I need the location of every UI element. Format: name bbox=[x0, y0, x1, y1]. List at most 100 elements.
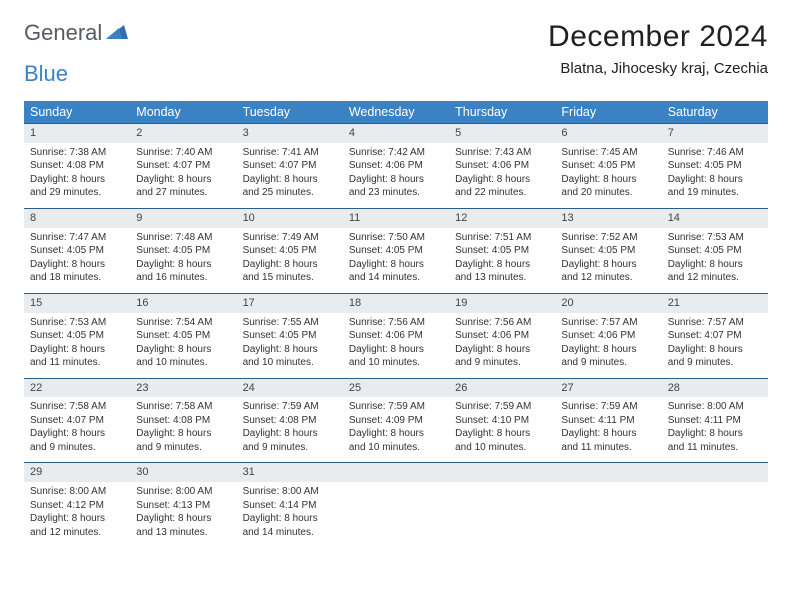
day-number bbox=[343, 462, 449, 482]
calendar-day-cell: 2Sunrise: 7:40 AMSunset: 4:07 PMDaylight… bbox=[130, 123, 236, 208]
sunrise-line: Sunrise: 7:52 AM bbox=[561, 231, 655, 245]
daylight-line: Daylight: 8 hours and 14 minutes. bbox=[243, 512, 337, 539]
daylight-line: Daylight: 8 hours and 12 minutes. bbox=[668, 258, 762, 285]
calendar-day-cell: 3 Sunrise: 7:41 AMSunset: 4:07 PMDaylight… bbox=[237, 123, 343, 208]
sunrise-line: Sunrise: 7:38 AM bbox=[30, 146, 124, 160]
sunrise-line: Sunrise: 8:00 AM bbox=[243, 485, 337, 499]
day-body: Sunrise: 7:57 AMSunset: 4:06 PMDaylight:… bbox=[555, 313, 661, 378]
day-number: 31 bbox=[237, 462, 343, 482]
weekday-header: Tuesday bbox=[237, 101, 343, 123]
sunset-line: Sunset: 4:11 PM bbox=[561, 414, 655, 428]
daylight-line: Daylight: 8 hours and 20 minutes. bbox=[561, 173, 655, 200]
calendar-day-cell: 30 Sunrise: 8:00 AMSunset: 4:13 PMDayligh… bbox=[130, 462, 236, 547]
daylight-line: Daylight: 8 hours and 9 minutes. bbox=[136, 427, 230, 454]
day-body: Sunrise: 7:56 AMSunset: 4:06 PMDaylight:… bbox=[449, 313, 555, 378]
sunset-line: Sunset: 4:05 PM bbox=[349, 244, 443, 258]
day-number: 5 bbox=[449, 123, 555, 143]
sunset-line: Sunset: 4:12 PM bbox=[30, 499, 124, 513]
day-body bbox=[555, 482, 661, 493]
sunrise-line: Sunrise: 7:59 AM bbox=[243, 400, 337, 414]
day-number: 7 bbox=[662, 123, 768, 143]
sunrise-line: Sunrise: 7:47 AM bbox=[30, 231, 124, 245]
sunset-line: Sunset: 4:05 PM bbox=[30, 244, 124, 258]
day-number: 11 bbox=[343, 208, 449, 228]
daylight-line: Daylight: 8 hours and 25 minutes. bbox=[243, 173, 337, 200]
day-body: Sunrise: 7:47 AMSunset: 4:05 PMDaylight:… bbox=[24, 228, 130, 293]
day-number: 8 bbox=[24, 208, 130, 228]
calendar-day-cell bbox=[449, 462, 555, 547]
sunrise-line: Sunrise: 7:50 AM bbox=[349, 231, 443, 245]
day-body: Sunrise: 7:59 AMSunset: 4:09 PMDaylight:… bbox=[343, 397, 449, 462]
day-body: Sunrise: 7:40 AMSunset: 4:07 PMDaylight:… bbox=[130, 143, 236, 208]
sunset-line: Sunset: 4:06 PM bbox=[455, 329, 549, 343]
sunset-line: Sunset: 4:05 PM bbox=[668, 159, 762, 173]
day-number bbox=[449, 462, 555, 482]
brand-logo: General bbox=[24, 20, 128, 46]
sunset-line: Sunset: 4:05 PM bbox=[561, 159, 655, 173]
calendar-day-cell: 11Sunrise: 7:50 AMSunset: 4:05 PMDayligh… bbox=[343, 208, 449, 293]
daylight-line: Daylight: 8 hours and 13 minutes. bbox=[136, 512, 230, 539]
calendar-day-cell: 16Sunrise: 7:54 AMSunset: 4:05 PMDayligh… bbox=[130, 293, 236, 378]
sunset-line: Sunset: 4:08 PM bbox=[30, 159, 124, 173]
sunset-line: Sunset: 4:05 PM bbox=[136, 329, 230, 343]
daylight-line: Daylight: 8 hours and 9 minutes. bbox=[30, 427, 124, 454]
sunset-line: Sunset: 4:06 PM bbox=[349, 159, 443, 173]
sunset-line: Sunset: 4:06 PM bbox=[455, 159, 549, 173]
calendar-day-cell: 5Sunrise: 7:43 AMSunset: 4:06 PMDaylight… bbox=[449, 123, 555, 208]
sunset-line: Sunset: 4:13 PM bbox=[136, 499, 230, 513]
daylight-line: Daylight: 8 hours and 13 minutes. bbox=[455, 258, 549, 285]
sunrise-line: Sunrise: 7:55 AM bbox=[243, 316, 337, 330]
title-block: December 2024 Blatna, Jihocesky kraj, Cz… bbox=[548, 20, 768, 77]
daylight-line: Daylight: 8 hours and 10 minutes. bbox=[455, 427, 549, 454]
calendar-day-cell bbox=[555, 462, 661, 547]
sunrise-line: Sunrise: 7:59 AM bbox=[455, 400, 549, 414]
sunset-line: Sunset: 4:05 PM bbox=[243, 244, 337, 258]
day-number bbox=[555, 462, 661, 482]
sunrise-line: Sunrise: 7:56 AM bbox=[349, 316, 443, 330]
sunset-line: Sunset: 4:09 PM bbox=[349, 414, 443, 428]
calendar-day-cell: 12Sunrise: 7:51 AMSunset: 4:05 PMDayligh… bbox=[449, 208, 555, 293]
daylight-line: Daylight: 8 hours and 10 minutes. bbox=[349, 427, 443, 454]
sunrise-line: Sunrise: 7:53 AM bbox=[668, 231, 762, 245]
day-body: Sunrise: 7:57 AMSunset: 4:07 PMDaylight:… bbox=[662, 313, 768, 378]
day-number: 12 bbox=[449, 208, 555, 228]
day-body: Sunrise: 7:46 AMSunset: 4:05 PMDaylight:… bbox=[662, 143, 768, 208]
day-number: 26 bbox=[449, 378, 555, 398]
day-number: 22 bbox=[24, 378, 130, 398]
day-number: 3 bbox=[237, 123, 343, 143]
calendar-day-cell: 21Sunrise: 7:57 AMSunset: 4:07 PMDayligh… bbox=[662, 293, 768, 378]
sunrise-line: Sunrise: 7:56 AM bbox=[455, 316, 549, 330]
sunrise-line: Sunrise: 8:00 AM bbox=[136, 485, 230, 499]
calendar-day-cell: 26Sunrise: 7:59 AMSunset: 4:10 PMDayligh… bbox=[449, 378, 555, 463]
daylight-line: Daylight: 8 hours and 29 minutes. bbox=[30, 173, 124, 200]
calendar-day-cell: 23Sunrise: 7:58 AMSunset: 4:08 PMDayligh… bbox=[130, 378, 236, 463]
sunset-line: Sunset: 4:08 PM bbox=[243, 414, 337, 428]
calendar-body: 1Sunrise: 7:38 AMSunset: 4:08 PMDaylight… bbox=[24, 123, 768, 547]
sunset-line: Sunset: 4:07 PM bbox=[668, 329, 762, 343]
day-body: Sunrise: 7:48 AMSunset: 4:05 PMDaylight:… bbox=[130, 228, 236, 293]
day-number: 30 bbox=[130, 462, 236, 482]
calendar-week-row: 1Sunrise: 7:38 AMSunset: 4:08 PMDaylight… bbox=[24, 123, 768, 208]
sunset-line: Sunset: 4:07 PM bbox=[136, 159, 230, 173]
calendar-day-cell: 22Sunrise: 7:58 AMSunset: 4:07 PMDayligh… bbox=[24, 378, 130, 463]
sunrise-line: Sunrise: 7:58 AM bbox=[136, 400, 230, 414]
sunrise-line: Sunrise: 7:41 AM bbox=[243, 146, 337, 160]
weekday-header: Wednesday bbox=[343, 101, 449, 123]
day-body: Sunrise: 7:53 AMSunset: 4:05 PMDaylight:… bbox=[24, 313, 130, 378]
sunrise-line: Sunrise: 8:00 AM bbox=[668, 400, 762, 414]
day-number: 6 bbox=[555, 123, 661, 143]
day-number: 20 bbox=[555, 293, 661, 313]
sunrise-line: Sunrise: 7:42 AM bbox=[349, 146, 443, 160]
calendar-day-cell: 8Sunrise: 7:47 AMSunset: 4:05 PMDaylight… bbox=[24, 208, 130, 293]
brand-triangle-icon bbox=[106, 23, 128, 44]
sunset-line: Sunset: 4:07 PM bbox=[243, 159, 337, 173]
sunset-line: Sunset: 4:14 PM bbox=[243, 499, 337, 513]
location-text: Blatna, Jihocesky kraj, Czechia bbox=[548, 60, 768, 77]
day-number: 29 bbox=[24, 462, 130, 482]
day-number: 15 bbox=[24, 293, 130, 313]
day-body: Sunrise: 7:50 AMSunset: 4:05 PMDaylight:… bbox=[343, 228, 449, 293]
day-number: 27 bbox=[555, 378, 661, 398]
day-body: Sunrise: 8:00 AMSunset: 4:11 PMDaylight:… bbox=[662, 397, 768, 462]
day-body: Sunrise: 8:00 AMSunset: 4:12 PMDaylight:… bbox=[24, 482, 130, 547]
day-number: 19 bbox=[449, 293, 555, 313]
